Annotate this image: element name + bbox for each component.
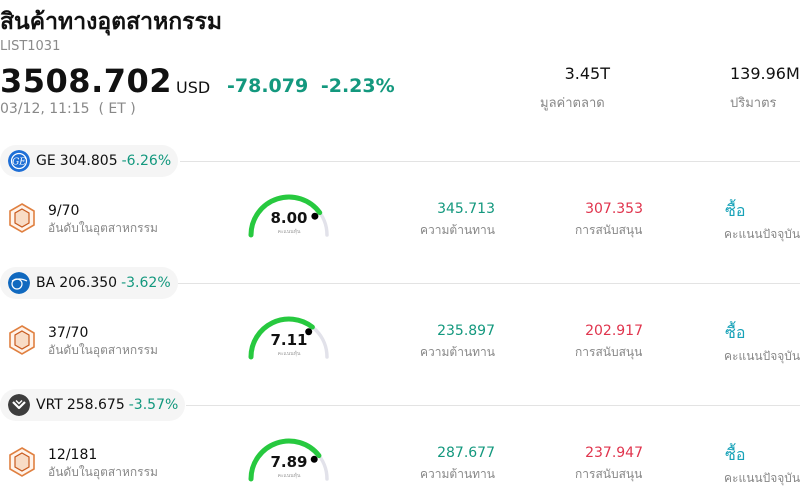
support-label: การสนับสนุน [575, 223, 643, 237]
svg-text:GE: GE [12, 158, 26, 168]
support-label: การสนับสนุน [575, 345, 643, 359]
stock-symbol: VRT [36, 397, 63, 413]
market-cap-value: 3.45T [564, 64, 610, 83]
currency-label: USD [176, 78, 211, 97]
resistance-label: ความต้านทาน [420, 467, 495, 481]
index-price: 3508.702 [0, 62, 173, 100]
hexagon-rank-icon [9, 203, 35, 233]
support-value: 237.947 [585, 445, 643, 461]
stock-price: 206.350 [59, 275, 118, 291]
boeing-logo-icon [8, 272, 30, 294]
gauge-marker [305, 328, 313, 336]
support-value: 202.917 [585, 323, 643, 339]
stock-score: 8.00 [270, 209, 308, 227]
stock-chip-ge[interactable]: GE GE 304.805 -6.26% [0, 145, 179, 177]
score-gauge [248, 438, 329, 482]
hexagon-rank-icon [9, 325, 35, 355]
stock-change-percent: -6.26% [121, 153, 172, 169]
rating-label: คะแนนปัจจุบัน [724, 471, 800, 485]
stock-score-caption: คะแนนหุ้น [277, 229, 301, 235]
industry-rank-label: อันดับในอุตสาหกรรม [48, 343, 158, 357]
market-cap-label: มูลค่าตลาด [540, 96, 605, 111]
industry-rank: 9/70 [48, 203, 80, 219]
industry-rank-label: อันดับในอุตสาหกรรม [48, 465, 158, 479]
price-change-percent: -2.23% [320, 75, 395, 97]
industry-rank: 37/70 [48, 325, 89, 341]
stock-chip-vrt[interactable]: VRT 258.675 -3.57% [0, 389, 186, 421]
stock-symbol: GE [36, 153, 56, 169]
gauge-fill [248, 316, 315, 360]
rating-label: คะแนนปัจจุบัน [724, 227, 800, 241]
support-label: การสนับสนุน [575, 467, 643, 481]
stock-score-caption: คะแนนหุ้น [277, 351, 301, 357]
row-divider [178, 283, 800, 284]
quote-datetime: 03/12, 11:15 ( ET ) [0, 101, 136, 117]
vertiv-logo-icon [8, 394, 30, 416]
stock-price: 304.805 [59, 153, 118, 169]
index-ticker: LIST1031 [0, 39, 61, 54]
resistance-value: 287.677 [437, 445, 495, 461]
gauge-fill [248, 438, 322, 482]
score-gauge [248, 194, 329, 238]
gauge-marker [311, 212, 319, 220]
buy-rating[interactable]: ซื้อ [725, 201, 746, 220]
gauge-fill [248, 194, 323, 238]
stock-price: 258.675 [66, 397, 125, 413]
ge-logo-icon: GE [8, 150, 30, 172]
industry-title: สินค้าทางอุตสาหกรรม [0, 9, 223, 35]
gauge-marker [310, 455, 318, 463]
resistance-label: ความต้านทาน [420, 345, 495, 359]
score-gauge [248, 316, 329, 360]
hexagon-rank-icon [9, 447, 35, 477]
volume-label: ปริมาตร [730, 96, 777, 111]
rating-label: คะแนนปัจจุบัน [724, 349, 800, 363]
industry-rank-label: อันดับในอุตสาหกรรม [48, 221, 158, 235]
stock-chip-ba[interactable]: BA 206.350 -3.62% [0, 267, 178, 299]
stock-change-percent: -3.62% [121, 275, 171, 291]
volume-value: 139.96M [730, 64, 800, 83]
stock-symbol: BA [36, 275, 56, 291]
row-divider [180, 161, 800, 162]
resistance-value: 235.897 [437, 323, 495, 339]
row-divider [186, 405, 800, 406]
industry-rank: 12/181 [48, 447, 98, 463]
price-change: -78.079 -2.23% [227, 75, 395, 97]
support-value: 307.353 [585, 201, 643, 217]
buy-rating[interactable]: ซื้อ [725, 445, 746, 464]
resistance-label: ความต้านทาน [420, 223, 495, 237]
stock-change-percent: -3.57% [128, 397, 179, 413]
buy-rating[interactable]: ซื้อ [725, 323, 746, 342]
stock-score-caption: คะแนนหุ้น [277, 473, 301, 479]
price-change-value: -78.079 [227, 75, 309, 97]
stock-score: 7.89 [270, 453, 308, 471]
stock-score: 7.11 [270, 331, 308, 349]
resistance-value: 345.713 [437, 201, 495, 217]
